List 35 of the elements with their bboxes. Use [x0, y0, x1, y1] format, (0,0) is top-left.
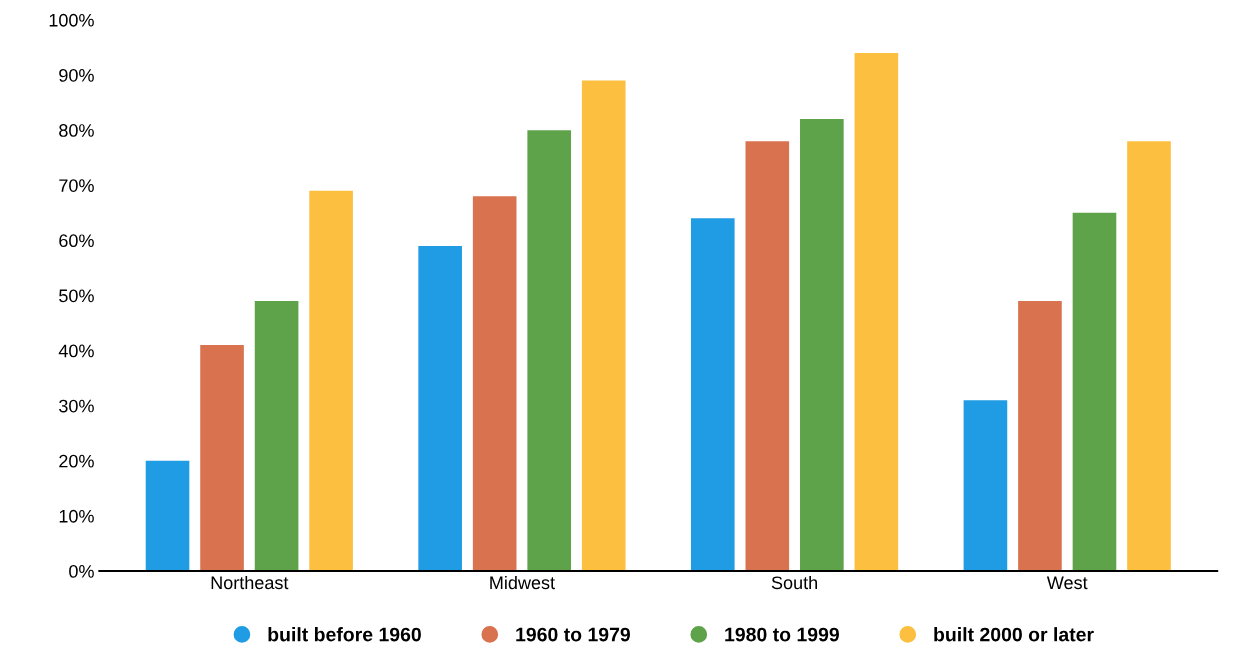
y-tick-label: 80%	[59, 124, 94, 137]
y-tick-label: 70%	[59, 179, 94, 192]
x-tick-label: South	[771, 575, 817, 590]
y-tick-label: 0%	[69, 564, 94, 578]
x-tick-label: Midwest	[490, 575, 555, 590]
y-tick-label: 10%	[59, 509, 94, 523]
bar	[1127, 141, 1171, 572]
x-tick-label: West	[1046, 576, 1088, 590]
bar	[309, 190, 353, 572]
y-tick-label: 60%	[59, 234, 94, 248]
legend-label: 1980 to 1999	[725, 627, 839, 642]
legend-label: built before 1960	[268, 627, 421, 642]
bar	[200, 345, 244, 572]
legend-label: built 2000 or later	[934, 627, 1094, 642]
bar	[800, 119, 844, 572]
bar	[1018, 300, 1062, 572]
bar	[145, 460, 190, 572]
x-tick-label: Northeast	[211, 575, 289, 590]
bar	[581, 80, 626, 572]
bar	[745, 141, 790, 572]
bar	[963, 400, 1008, 572]
bar	[1072, 212, 1117, 572]
y-tick-label: 30%	[59, 399, 94, 413]
bar	[854, 52, 899, 572]
y-tick-label: 90%	[59, 68, 94, 82]
y-tick-label: 100%	[49, 13, 94, 27]
bar	[527, 130, 572, 572]
legend-label: 1960 to 1979	[516, 627, 630, 642]
y-tick-label: 40%	[58, 344, 94, 358]
y-tick-label: 20%	[59, 454, 94, 468]
bar	[690, 218, 735, 572]
y-tick-label: 50%	[59, 289, 94, 303]
bar	[418, 245, 462, 572]
bar	[472, 196, 517, 572]
bar	[254, 300, 299, 572]
